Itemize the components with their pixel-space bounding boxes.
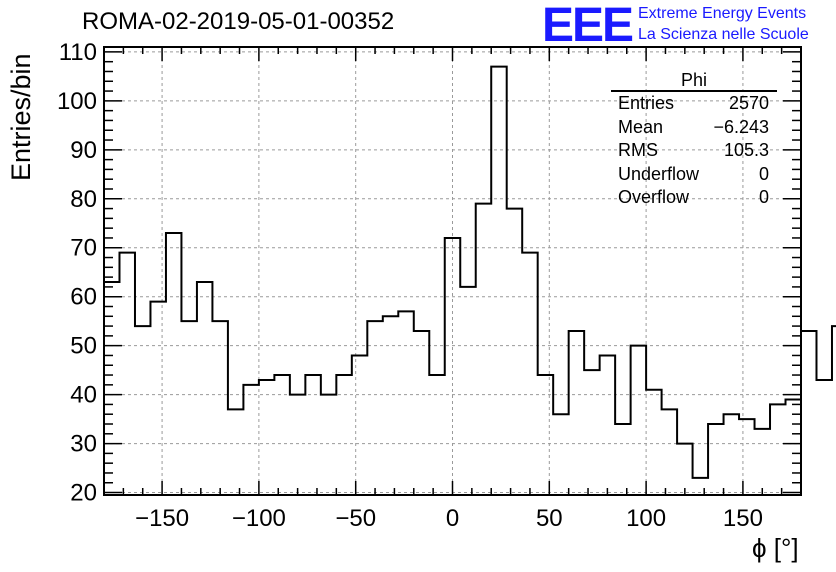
- stats-row-overflow: Overflow 0: [611, 186, 777, 210]
- x-tick-label: −50: [335, 505, 376, 532]
- stats-value: 2570: [728, 93, 769, 113]
- stats-value: −6.243: [713, 116, 769, 137]
- y-tick-label: 110: [59, 39, 97, 66]
- eee-logo: EEE: [542, 0, 634, 52]
- stats-row-underflow: Underflow 0: [611, 163, 777, 187]
- x-tick-label: 0: [446, 505, 459, 532]
- stats-value: 0: [758, 187, 769, 207]
- logo-subtitle-line1: Extreme Energy Events: [638, 5, 807, 22]
- y-tick-label: 30: [70, 431, 97, 458]
- chart-title: ROMA-02-2019-05-01-00352: [82, 8, 395, 35]
- y-tick-label: 100: [57, 88, 97, 115]
- x-tick-label: −150: [135, 505, 189, 532]
- y-axis-label: Entries/bin: [6, 53, 36, 181]
- x-tick-label: 100: [626, 505, 666, 532]
- stats-row-rms: RMS 105.3: [611, 139, 777, 163]
- stats-label: Underflow: [618, 163, 700, 184]
- histogram-step-line: [104, 65, 836, 479]
- x-tick-label: 150: [723, 505, 763, 532]
- stats-label: Entries: [618, 93, 675, 113]
- y-tick-label: 40: [70, 382, 97, 409]
- stats-value: 105.3: [723, 140, 769, 160]
- axis-ticks: [103, 47, 802, 495]
- stats-box: Phi Entries 2570 Mean −6.243 RMS 105.3 U…: [611, 70, 777, 210]
- stats-title: Phi: [611, 70, 777, 92]
- stats-label: Mean: [618, 116, 664, 137]
- y-tick-label: 60: [70, 284, 97, 311]
- y-tick-label: 70: [70, 235, 97, 262]
- y-tick-label: 20: [70, 480, 97, 507]
- x-axis-label: ϕ [°]: [752, 533, 799, 563]
- y-tick-label: 50: [70, 333, 97, 360]
- tick-labels: −150 −100 −50 0 50 100 150 20 30 40 50 60 70 80 90 100 1…: [57, 39, 763, 532]
- stats-label: RMS: [618, 140, 658, 160]
- logo-subtitle-line2: La Scienza nelle Scuole: [638, 26, 809, 43]
- x-tick-label: −100: [232, 505, 286, 532]
- y-tick-label: 90: [70, 137, 97, 164]
- stats-row-mean: Mean −6.243: [611, 116, 777, 140]
- stats-row-entries: Entries 2570: [611, 92, 777, 116]
- stats-value: 0: [758, 163, 769, 184]
- stats-label: Overflow: [618, 187, 690, 207]
- x-tick-label: 50: [536, 505, 563, 532]
- y-tick-label: 80: [70, 186, 97, 213]
